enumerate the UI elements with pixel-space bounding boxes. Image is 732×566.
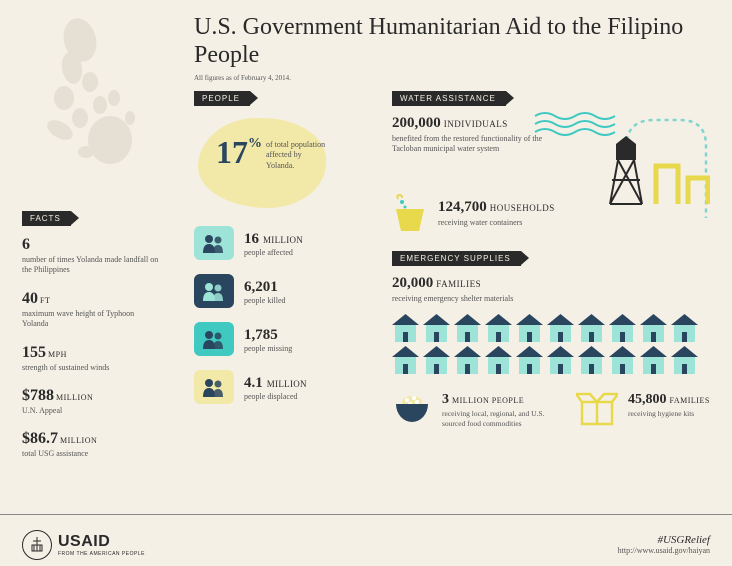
seal-icon bbox=[22, 530, 52, 560]
bowl-icon bbox=[392, 390, 432, 426]
emergency-section: EMERGENCY SUPPLIES 20,000FAMILIES receiv… bbox=[392, 248, 710, 429]
house-icon bbox=[485, 346, 512, 374]
house-icon bbox=[640, 346, 667, 374]
facts-section: FACTS 6number of times Yolanda made land… bbox=[22, 208, 162, 474]
people-stat: 16 MILLION people affected bbox=[194, 226, 364, 260]
people-icon bbox=[201, 233, 227, 253]
house-icon bbox=[392, 314, 419, 342]
pct-desc: of total population affected by Yolanda. bbox=[266, 140, 326, 171]
people-stat: 1,785 people missing bbox=[194, 322, 364, 356]
emergency-header: EMERGENCY SUPPLIES bbox=[392, 251, 521, 266]
pct-value: 17% bbox=[216, 134, 262, 171]
house-icon bbox=[485, 314, 512, 342]
fact-item: 155MPHstrength of sustained winds bbox=[22, 344, 162, 373]
house-icon bbox=[671, 314, 698, 342]
people-section: PEOPLE 17% of total population affected … bbox=[194, 88, 364, 404]
people-stat: 4.1 MILLION people displaced bbox=[194, 370, 364, 404]
people-stat: 6,201 people killed bbox=[194, 274, 364, 308]
fact-item: 40FTmaximum wave height of Typhoon Yolan… bbox=[22, 290, 162, 330]
water-header: WATER ASSISTANCE bbox=[392, 91, 506, 106]
house-icon bbox=[578, 346, 605, 374]
house-icon bbox=[578, 314, 605, 342]
house-icon bbox=[671, 346, 698, 374]
footer: USAID FROM THE AMERICAN PEOPLE #USGRelie… bbox=[0, 514, 732, 566]
philippines-map bbox=[10, 10, 180, 190]
page-title: U.S. Government Humanitarian Aid to the … bbox=[194, 14, 732, 69]
people-icon bbox=[201, 281, 227, 301]
house-icon bbox=[454, 346, 481, 374]
house-icon bbox=[640, 314, 667, 342]
house-icon bbox=[609, 346, 636, 374]
fact-item: 6number of times Yolanda made landfall o… bbox=[22, 236, 162, 276]
usaid-logo: USAID FROM THE AMERICAN PEOPLE bbox=[22, 530, 145, 560]
house-icon bbox=[547, 346, 574, 374]
house-icon bbox=[609, 314, 636, 342]
people-header: PEOPLE bbox=[194, 91, 250, 106]
house-icon bbox=[392, 346, 419, 374]
hashtag: #USGRelief bbox=[618, 534, 710, 546]
box-icon bbox=[576, 390, 618, 428]
house-icon bbox=[454, 314, 481, 342]
water-section: WATER ASSISTANCE 200,000INDIVIDUALS bene… bbox=[392, 88, 710, 233]
people-icon bbox=[201, 377, 227, 397]
food-stat: 3MILLION PEOPLE receiving local, regiona… bbox=[392, 390, 552, 429]
house-icon bbox=[516, 314, 543, 342]
fact-item: $788MILLIONU.N. Appeal bbox=[22, 387, 162, 416]
water-scene-icon bbox=[530, 108, 710, 238]
house-icon bbox=[516, 346, 543, 374]
house-icon bbox=[547, 314, 574, 342]
bucket-icon bbox=[392, 193, 428, 233]
hygiene-stat: 45,800FAMILIES receiving hygiene kits bbox=[576, 390, 710, 429]
date-subtitle: All figures as of February 4, 2014. bbox=[194, 74, 291, 82]
facts-header: FACTS bbox=[22, 211, 71, 226]
house-icon bbox=[423, 314, 450, 342]
house-icon bbox=[423, 346, 450, 374]
url: http://www.usaid.gov/haiyan bbox=[618, 546, 710, 555]
people-icon bbox=[201, 329, 227, 349]
emergency-stat-1: 20,000FAMILIES receiving emergency shelt… bbox=[392, 274, 710, 304]
fact-item: $86.7MILLIONtotal USG assistance bbox=[22, 430, 162, 459]
people-hero: 17% of total population affected by Yola… bbox=[194, 114, 332, 212]
house-grid bbox=[392, 314, 710, 374]
